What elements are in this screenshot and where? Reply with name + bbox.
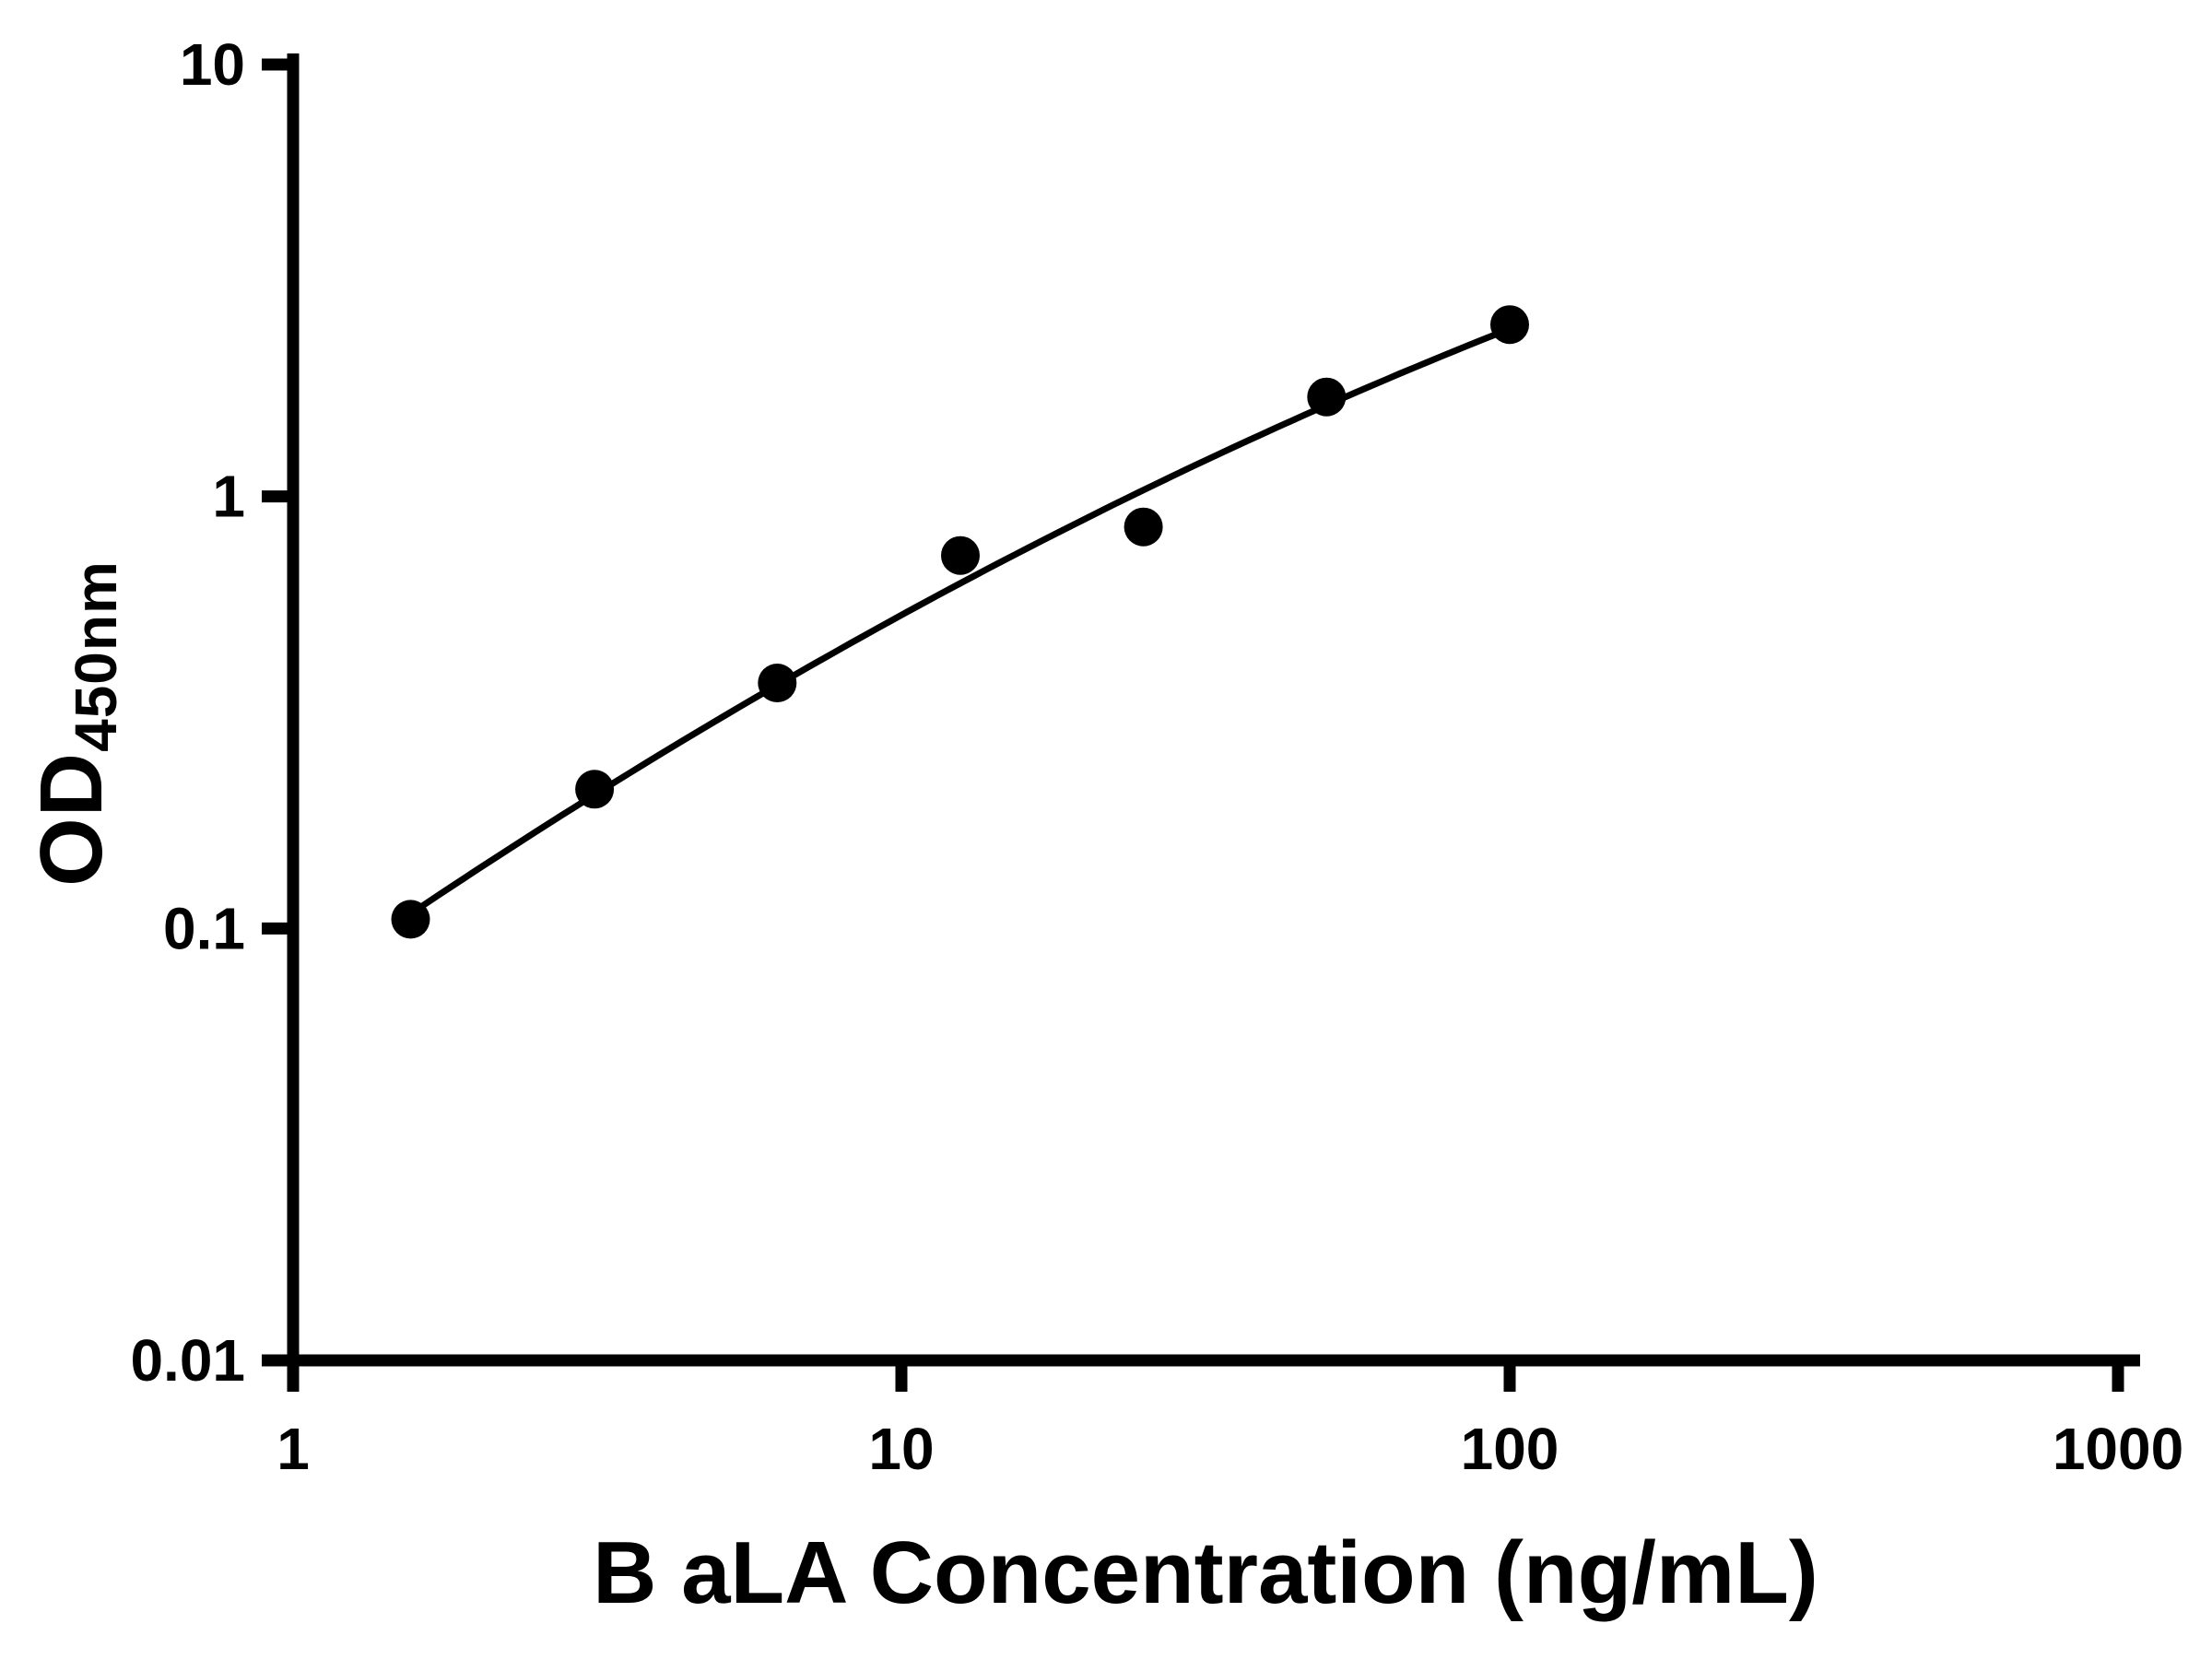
y-tick-label: 1 — [212, 464, 245, 530]
data-point — [758, 664, 797, 702]
data-point — [941, 535, 980, 575]
y-axis-title-sub: 450nm — [63, 560, 129, 752]
data-point — [1124, 507, 1163, 547]
y-tick-label: 0.1 — [163, 895, 245, 961]
x-tick-label: 1000 — [2053, 1416, 2183, 1482]
x-axis-title: B aLA Concentration (ng/mL) — [593, 1524, 1818, 1622]
data-point — [1490, 305, 1529, 345]
x-tick-label: 1 — [276, 1416, 310, 1482]
data-point — [575, 770, 615, 809]
y-tick-label: 0.01 — [130, 1327, 245, 1394]
data-point — [391, 900, 430, 939]
fit-line — [408, 325, 1512, 917]
x-tick-label: 10 — [868, 1416, 934, 1482]
data-point — [1307, 377, 1347, 417]
x-tick-label: 100 — [1461, 1416, 1559, 1482]
y-axis-title-main: OD — [22, 751, 121, 887]
y-tick-label: 10 — [180, 31, 245, 98]
y-axis-title: OD450nm — [21, 560, 130, 887]
